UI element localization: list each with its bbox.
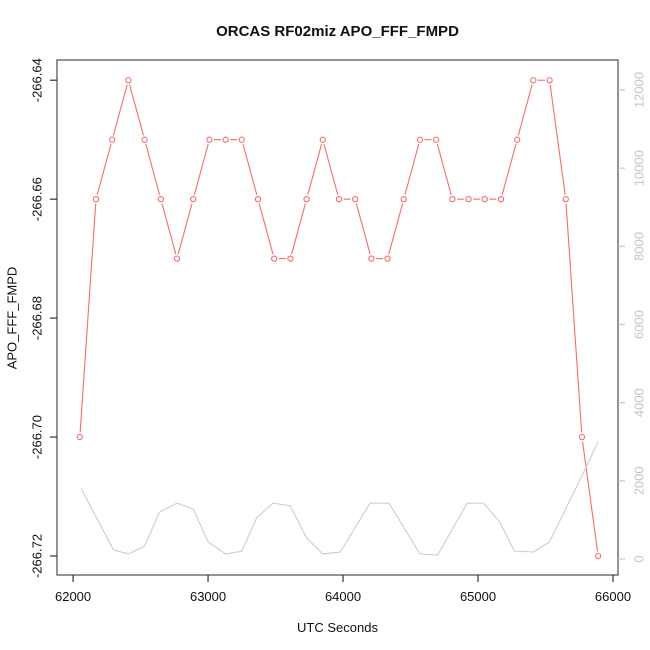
- APO_FFF_FMPD-segment: [501, 143, 517, 195]
- APO_FFF_FMPD-marker: [578, 433, 586, 441]
- APO_FFF_FMPD-marker: [416, 136, 424, 143]
- APO_FFF_FMPD-marker: [157, 196, 164, 203]
- right-axis-tick-label: 10000: [631, 150, 646, 186]
- x-axis-tick-label: 66000: [595, 589, 631, 604]
- APO_FFF_FMPD-segment: [517, 84, 533, 136]
- left-axis-tick-label: -266.72: [29, 534, 44, 578]
- APO_FFF_FMPD-segment: [436, 143, 452, 195]
- APO_FFF_FMPD-marker: [206, 136, 213, 143]
- APO_FFF_FMPD-marker: [400, 196, 407, 203]
- APO_FFF_FMPD-segment: [96, 143, 112, 195]
- left-axis-tick-label: -266.68: [29, 296, 44, 340]
- chart-title: ORCAS RF02miz APO_FFF_FMPD: [216, 23, 459, 40]
- APO_FFF_FMPD-segment: [565, 203, 583, 433]
- APO_FFF_FMPD-marker: [384, 255, 391, 262]
- plot-box: [56, 59, 619, 576]
- APO_FFF_FMPD-segment: [307, 143, 323, 195]
- x-axis-tick-label: 65000: [460, 589, 496, 604]
- APO_FFF_FMPD-segment: [112, 84, 128, 136]
- right-axis-tick-label: 6000: [631, 310, 646, 339]
- APO_FFF_FMPD-segment: [582, 441, 599, 552]
- APO_FFF_FMPD-marker: [546, 77, 553, 84]
- APO_FFF_FMPD-segment: [323, 143, 339, 195]
- APO_FFF_FMPD-segment: [129, 84, 144, 136]
- APO_FFF_FMPD-marker: [92, 196, 100, 203]
- APO_FFF_FMPD-segment: [242, 143, 258, 195]
- APO_FFF_FMPD-marker: [254, 196, 262, 203]
- APO_FFF_FMPD-segment: [388, 203, 404, 255]
- APO_FFF_FMPD-segment: [355, 203, 371, 255]
- APO_FFF_FMPD-segment: [549, 84, 566, 195]
- APO_FFF_FMPD-marker: [173, 255, 181, 262]
- right-axis-tick-label: 8000: [631, 232, 646, 261]
- APO_FFF_FMPD-marker: [141, 136, 148, 143]
- APO_FFF_FMPD-marker: [530, 77, 537, 84]
- APO_FFF_FMPD-marker: [352, 196, 359, 203]
- APO_FFF_FMPD-segment: [193, 143, 209, 195]
- APO_FFF_FMPD-segment: [177, 203, 193, 255]
- right-axis-tick-label: 0: [631, 555, 646, 562]
- APO_FFF_FMPD-marker: [465, 196, 472, 203]
- left-axis-tick-label: -266.64: [29, 58, 44, 102]
- APO_FFF_FMPD-marker: [433, 136, 440, 143]
- APO_FFF_FMPD-marker: [562, 196, 569, 203]
- APO_FFF_FMPD-marker: [287, 255, 294, 262]
- x-axis-tick-label: 62000: [55, 589, 91, 604]
- APO_FFF_FMPD-marker: [449, 196, 456, 203]
- APO_FFF_FMPD-marker: [238, 136, 245, 143]
- APO_FFF_FMPD-segment: [145, 143, 161, 195]
- left-axis-tick-label: -266.66: [29, 177, 44, 221]
- APO_FFF_FMPD-marker: [497, 196, 505, 203]
- right-axis-tick-label: 4000: [631, 388, 646, 417]
- x-axis-title: UTC Seconds: [297, 620, 378, 635]
- APO_FFF_FMPD-segment: [404, 143, 420, 195]
- APO_FFF_FMPD-segment: [258, 203, 274, 255]
- APO_FFF_FMPD-marker: [368, 255, 375, 262]
- secondary-gray-trace-line: [80, 441, 599, 556]
- right-axis-tick-label: 2000: [631, 466, 646, 495]
- APO_FFF_FMPD-marker: [595, 552, 602, 560]
- APO_FFF_FMPD-marker: [76, 433, 83, 441]
- APO_FFF_FMPD-marker: [303, 196, 310, 203]
- APO_FFF_FMPD-marker: [271, 255, 278, 262]
- APO_FFF_FMPD-segment: [79, 203, 97, 433]
- APO_FFF_FMPD-segment: [291, 203, 306, 255]
- APO_FFF_FMPD-segment: [161, 203, 177, 255]
- APO_FFF_FMPD-marker: [222, 136, 229, 143]
- left-axis-tick-label: -266.70: [29, 415, 44, 459]
- right-axis-tick-label: 12000: [631, 72, 646, 108]
- APO_FFF_FMPD-marker: [125, 77, 132, 84]
- x-axis-tick-label: 63000: [190, 589, 226, 604]
- APO_FFF_FMPD-marker: [481, 196, 488, 203]
- APO_FFF_FMPD-marker: [319, 136, 326, 143]
- x-axis-tick-label: 64000: [325, 589, 361, 604]
- APO_FFF_FMPD-marker: [514, 136, 521, 143]
- APO_FFF_FMPD-marker: [109, 136, 116, 143]
- APO_FFF_FMPD-marker: [190, 196, 197, 203]
- APO_FFF_FMPD-marker: [335, 196, 343, 203]
